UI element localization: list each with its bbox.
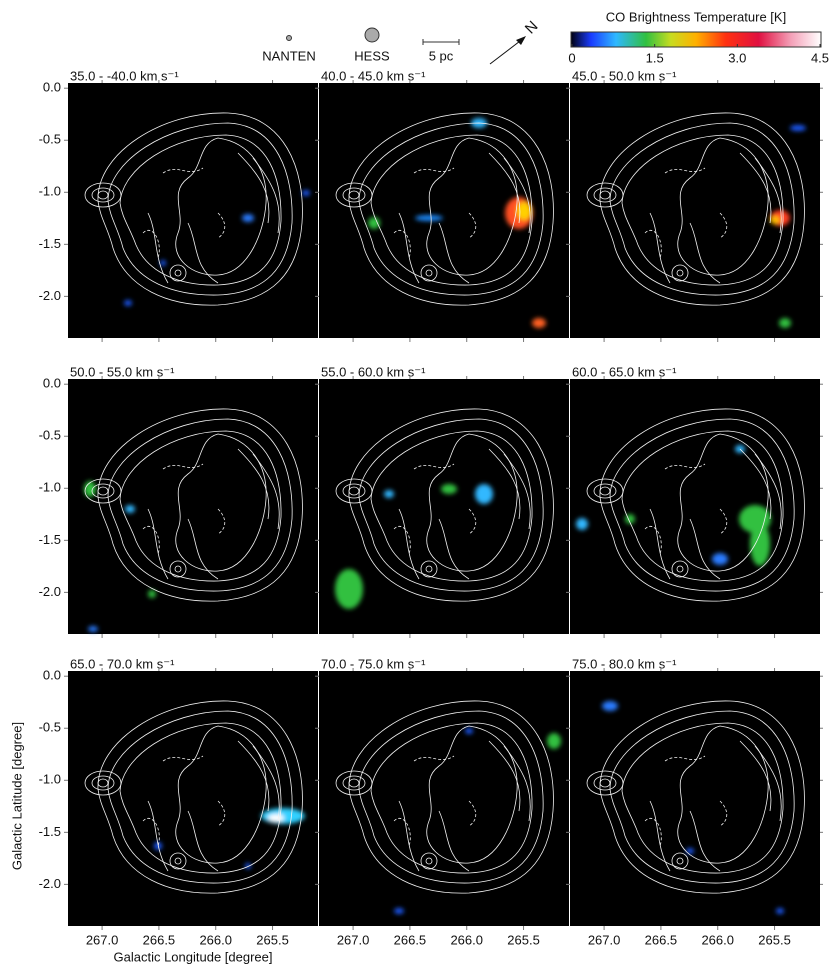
co-emission (532, 318, 546, 328)
co-emission (415, 215, 443, 221)
colorbar-tick-label: 1.5 (646, 50, 664, 65)
co-emission (750, 522, 770, 566)
emission (770, 125, 806, 328)
legend: NANTEN HESS 5 pc N CO Brightness Tempera… (262, 9, 822, 65)
co-emission (776, 908, 784, 914)
co-emission (602, 701, 618, 711)
y-tick-label: 0.0 (43, 668, 61, 683)
x-tick-label: 265.5 (507, 932, 540, 947)
co-emission (335, 569, 363, 609)
map-panel (570, 379, 820, 634)
y-tick-label: -1.5 (39, 236, 61, 251)
co-emission (770, 216, 780, 224)
y-tick-label: -2.0 (39, 288, 61, 303)
co-emission (394, 908, 404, 914)
y-tick-label: -0.5 (39, 132, 61, 147)
panel-title: 35.0 - -40.0 km s⁻¹ (70, 68, 179, 83)
co-emission (160, 260, 166, 266)
co-emission (302, 190, 310, 196)
legend-label: 5 pc (429, 48, 454, 63)
co-emission (441, 484, 457, 494)
co-emission (148, 590, 156, 598)
x-tick-label: 267.0 (86, 932, 119, 947)
y-tick-label: -1.0 (39, 184, 61, 199)
co-emission (547, 733, 561, 749)
co-emission (465, 728, 473, 734)
co-emission (268, 814, 284, 822)
hess-beam (364, 27, 380, 43)
emission (124, 190, 310, 306)
panel-title: 65.0 - 70.0 km s⁻¹ (70, 656, 175, 671)
y-tick-label: -2.0 (39, 584, 61, 599)
y-tick-label: -1.0 (39, 772, 61, 787)
colorbar (570, 31, 822, 48)
x-tick-label: 265.5 (758, 932, 791, 947)
x-tick-label: 266.5 (394, 932, 427, 947)
map-panel (68, 83, 318, 338)
panel-title: 45.0 - 50.0 km s⁻¹ (572, 68, 677, 83)
co-emission (790, 125, 806, 131)
x-axis-label: Galactic Longitude [degree] (114, 949, 273, 964)
legend-label: HESS (354, 48, 390, 63)
co-emission (384, 490, 394, 498)
nanten-beam (286, 35, 292, 41)
panel-title: 40.0 - 45.0 km s⁻¹ (321, 68, 426, 83)
y-tick-label: 0.0 (43, 80, 61, 95)
co-emission (517, 202, 531, 220)
north-arrow (489, 37, 525, 65)
map-panel (68, 671, 318, 926)
co-emission (88, 626, 98, 632)
north-label: N (522, 18, 542, 38)
x-tick-label: 266.5 (143, 932, 176, 947)
x-tick-label: 266.5 (645, 932, 678, 947)
legend-label: NANTEN (262, 48, 315, 63)
emission (602, 701, 784, 914)
x-tick-label: 267.0 (588, 932, 621, 947)
y-tick-label: -1.5 (39, 532, 61, 547)
emission (335, 484, 493, 609)
co-emission (242, 214, 254, 222)
colorbar-tick-label: 3.0 (728, 50, 746, 65)
x-tick-label: 266.0 (450, 932, 483, 947)
panel-title: 75.0 - 80.0 km s⁻¹ (572, 656, 677, 671)
co-emission (686, 848, 694, 854)
co-emission (124, 300, 132, 306)
y-tick-label: -1.5 (39, 824, 61, 839)
co-emission (261, 808, 305, 824)
co-emission (779, 318, 791, 328)
co-emission (475, 484, 493, 504)
co-emission (125, 505, 135, 513)
y-axis-label: Galactic Latitude [degree] (9, 722, 24, 870)
x-tick-label: 267.0 (337, 932, 370, 947)
panel-title: 60.0 - 65.0 km s⁻¹ (572, 364, 677, 379)
x-tick-label: 266.0 (199, 932, 232, 947)
emission (394, 728, 561, 914)
x-tick-label: 265.5 (256, 932, 289, 947)
y-tick-label: -2.0 (39, 876, 61, 891)
map-panel (319, 671, 569, 926)
colorbar-tick-label: 4.5 (811, 50, 829, 65)
panel-title: 70.0 - 75.0 km s⁻¹ (321, 656, 426, 671)
map-panel (68, 379, 318, 634)
y-tick-label: 0.0 (43, 376, 61, 391)
y-tick-label: -1.0 (39, 480, 61, 495)
emission (154, 808, 305, 869)
co-emission (368, 217, 380, 229)
colorbar-tick-label: 0 (568, 50, 575, 65)
x-tick-label: 266.0 (701, 932, 734, 947)
colorbar-title: CO Brightness Temperature [K] (606, 9, 786, 24)
co-emission (712, 553, 728, 565)
y-tick-label: -0.5 (39, 428, 61, 443)
co-emission (576, 518, 588, 530)
panel-title: 50.0 - 55.0 km s⁻¹ (70, 364, 175, 379)
north-arrowhead (516, 36, 526, 45)
panel-title: 55.0 - 60.0 km s⁻¹ (321, 364, 426, 379)
y-tick-label: -0.5 (39, 720, 61, 735)
